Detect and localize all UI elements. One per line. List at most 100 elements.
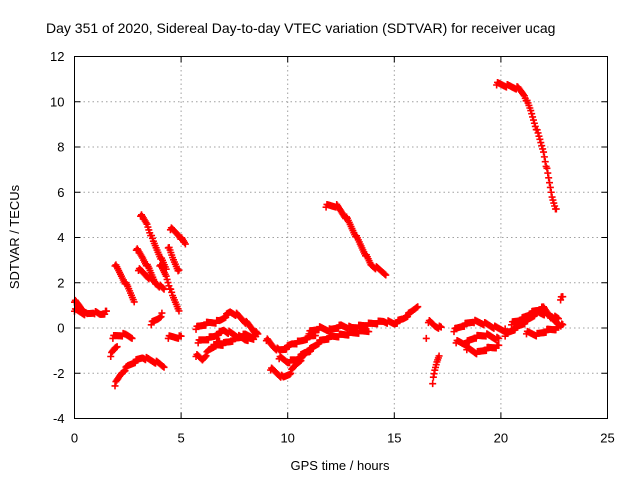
data-point xyxy=(163,275,171,283)
series-arc-04 xyxy=(109,329,136,342)
data-point xyxy=(78,306,86,314)
data-point xyxy=(305,348,313,356)
series-arc-35 xyxy=(493,78,560,213)
data-point xyxy=(296,354,304,362)
data-point xyxy=(175,266,183,274)
series-arc-14 xyxy=(164,332,185,342)
data-point xyxy=(501,332,509,340)
series-arc-22 xyxy=(305,327,373,356)
data-point xyxy=(545,174,553,182)
series-arc-10 xyxy=(156,261,183,315)
data-point xyxy=(147,321,155,329)
data-point xyxy=(539,145,547,153)
x-tick-label: 0 xyxy=(71,431,78,446)
x-tick-label: 5 xyxy=(177,431,184,446)
data-point xyxy=(552,205,560,213)
data-point xyxy=(202,352,210,360)
series-arc-09 xyxy=(134,265,168,293)
data-point xyxy=(540,153,548,161)
data-point xyxy=(538,142,546,150)
data-point xyxy=(414,303,422,311)
data-point xyxy=(541,158,549,166)
series-arc-03 xyxy=(111,261,138,306)
data-point xyxy=(381,270,389,278)
data-point xyxy=(287,369,295,377)
series-arc-29 xyxy=(452,330,503,349)
data-point xyxy=(315,340,323,348)
data-point xyxy=(546,179,554,187)
data-point xyxy=(529,113,537,121)
data-point xyxy=(79,307,87,315)
series-arc-05 xyxy=(107,343,121,361)
data-point xyxy=(177,332,185,340)
data-point xyxy=(111,382,119,390)
data-point xyxy=(495,334,503,342)
data-point xyxy=(282,345,290,353)
data-point xyxy=(543,164,551,172)
data-point xyxy=(546,183,554,191)
y-tick-labels: -4 -2 0 2 4 6 8 10 12 xyxy=(50,49,64,426)
y-tick-label: 10 xyxy=(50,94,64,109)
data-point xyxy=(437,323,445,331)
data-point xyxy=(175,307,183,315)
data-point xyxy=(214,331,222,339)
series-arc-20 xyxy=(267,351,309,381)
data-point xyxy=(201,353,209,361)
x-tick-labels: 0 5 10 15 20 25 xyxy=(71,431,615,446)
data-point xyxy=(168,288,176,296)
y-axis-label: SDTVAR / TECUs xyxy=(7,184,22,289)
series-arc-02 xyxy=(71,296,87,315)
y-tick-label: 4 xyxy=(57,230,64,245)
data-point xyxy=(382,271,390,279)
data-point xyxy=(554,323,562,331)
data-point xyxy=(535,132,543,140)
x-tick-label: 15 xyxy=(387,431,401,446)
series-arc-23 xyxy=(305,303,422,338)
data-point xyxy=(160,363,168,371)
data-point xyxy=(159,284,167,292)
series-arc-12 xyxy=(166,224,189,248)
data-point xyxy=(537,139,545,147)
data-point xyxy=(130,298,138,306)
y-tick-label: 12 xyxy=(50,49,64,64)
series-arc-28 xyxy=(450,316,509,336)
series-arc-30 xyxy=(463,341,503,358)
data-point xyxy=(544,169,552,177)
x-tick-label: 25 xyxy=(600,431,614,446)
data-point xyxy=(102,307,110,315)
series-arc-25 xyxy=(424,317,445,332)
series-arc-24 xyxy=(322,200,390,279)
axis-ticks xyxy=(74,56,608,419)
x-axis-label: GPS time / hours xyxy=(291,458,390,473)
data-marks xyxy=(71,78,567,390)
x-tick-label: 20 xyxy=(494,431,508,446)
data-point xyxy=(559,293,567,301)
series-arc-01 xyxy=(71,305,110,319)
series-arc-26 xyxy=(429,352,443,388)
y-tick-label: 8 xyxy=(57,140,64,155)
y-tick-label: 6 xyxy=(57,185,64,200)
series-arc-11 xyxy=(147,309,166,329)
data-point xyxy=(128,334,136,342)
data-point xyxy=(252,333,260,341)
chart-title: Day 351 of 2020, Sidereal Day-to-day VTE… xyxy=(46,20,555,36)
series-arc-18 xyxy=(209,330,260,351)
data-point xyxy=(404,313,412,321)
data-point xyxy=(286,370,294,378)
data-point xyxy=(107,353,115,361)
y-tick-label: -4 xyxy=(53,411,65,426)
data-point xyxy=(519,91,527,99)
data-point xyxy=(529,116,537,124)
data-point xyxy=(530,119,538,127)
data-point xyxy=(536,135,544,143)
y-tick-label: 2 xyxy=(57,275,64,290)
y-tick-label: -2 xyxy=(53,366,65,381)
data-point xyxy=(559,321,567,329)
series-arc-27 xyxy=(422,334,430,342)
data-point xyxy=(164,279,172,287)
x-tick-label: 10 xyxy=(280,431,294,446)
data-point xyxy=(547,188,555,196)
data-point xyxy=(429,380,437,388)
data-point xyxy=(162,272,170,280)
data-point xyxy=(534,129,542,137)
